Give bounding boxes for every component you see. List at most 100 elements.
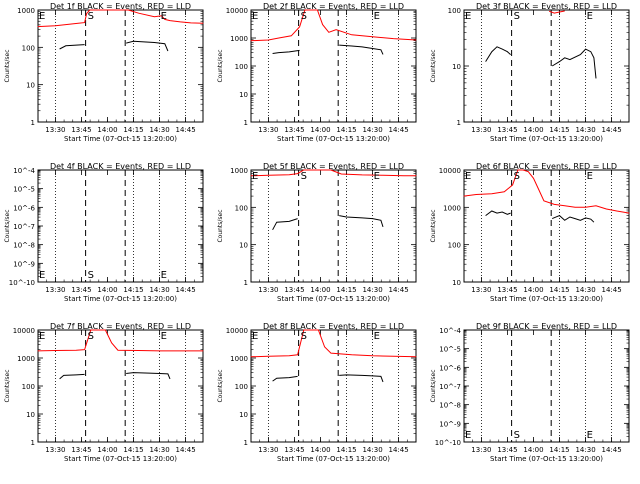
- x-tick-label: 14:00: [310, 446, 330, 454]
- marker-s: S: [88, 270, 94, 281]
- x-tick-label: 14:30: [149, 126, 169, 134]
- series-events-line: [552, 215, 595, 223]
- panel-det-8: Det 8f BLACK = Events, RED = LLD 1 10 100 10…: [217, 322, 417, 463]
- series-events-line: [272, 218, 298, 231]
- y-tick-label: 100: [448, 242, 461, 250]
- marker-e-left: E: [252, 171, 258, 182]
- marker-e-left: E: [39, 11, 45, 22]
- y-tick-label: 10: [239, 91, 248, 99]
- y-tick-label: 10: [26, 411, 35, 419]
- y-tick-label: 1000: [230, 35, 248, 43]
- y-tick-label: 1: [31, 119, 35, 127]
- x-tick-label: 14:15: [123, 446, 143, 454]
- y-tick-label: 100: [22, 383, 35, 391]
- x-axis-label: Start Time (07-Oct-15 13:20:00): [64, 295, 177, 303]
- y-tick-label: 10^-6: [439, 364, 461, 372]
- y-tick-label: 1: [31, 439, 35, 447]
- y-tick-label: 1: [244, 279, 248, 287]
- x-tick-label: 14:45: [389, 126, 409, 134]
- series-lld-line: [250, 329, 417, 358]
- x-tick-label: 13:30: [258, 446, 278, 454]
- x-axis-label: Start Time (07-Oct-15 13:20:00): [64, 455, 177, 463]
- series-events-line: [339, 374, 384, 383]
- x-tick-label: 14:45: [176, 446, 196, 454]
- series-lld-line: [37, 9, 204, 28]
- x-tick-label: 14:45: [389, 446, 409, 454]
- y-tick-label: 1: [244, 439, 248, 447]
- plot-frame: [37, 9, 204, 123]
- series-events-line: [126, 372, 171, 380]
- series-events-line: [59, 373, 85, 380]
- x-axis-label: Start Time (07-Oct-15 13:20:00): [64, 135, 177, 143]
- marker-s: S: [514, 11, 520, 22]
- series-events-line: [485, 210, 511, 217]
- x-tick-label: 13:45: [71, 126, 91, 134]
- panel-title: Det 3f BLACK = Events, RED = LLD: [476, 2, 617, 11]
- x-tick-label: 13:30: [45, 126, 65, 134]
- series-lld-line: [548, 10, 565, 14]
- y-axis-label: Counts/sec: [430, 49, 437, 82]
- series-events-line: [272, 375, 298, 382]
- x-tick-label: 13:45: [284, 446, 304, 454]
- x-tick-label: 14:15: [549, 126, 569, 134]
- x-tick-label: 14:30: [575, 446, 595, 454]
- y-tick-label: 10^-8: [13, 242, 35, 250]
- y-axis-label: Counts/sec: [217, 209, 224, 242]
- x-tick-label: 13:45: [284, 126, 304, 134]
- marker-e-left: E: [39, 331, 45, 342]
- panel-det-1: Det 1f BLACK = Events, RED = LLD 1 10 100 10…: [4, 2, 204, 143]
- x-tick-label: 14:00: [97, 126, 117, 134]
- x-tick-label: 14:15: [336, 446, 356, 454]
- panel-det-2: Det 2f BLACK = Events, RED = LLD 1 10 100 10…: [217, 2, 417, 143]
- x-tick-label: 13:45: [497, 126, 517, 134]
- x-tick-label: 13:45: [497, 286, 517, 294]
- series-events-line: [551, 48, 597, 79]
- plot-frame: [250, 169, 417, 283]
- x-tick-label: 14:30: [575, 286, 595, 294]
- panel-title: Det 5f BLACK = Events, RED = LLD: [263, 162, 404, 171]
- series-lld-line: [250, 9, 417, 42]
- y-axis-label: Counts/sec: [4, 209, 11, 242]
- x-tick-label: 14:45: [602, 286, 622, 294]
- x-tick-label: 14:15: [123, 286, 143, 294]
- panel-title: Det 7f BLACK = Events, RED = LLD: [50, 322, 191, 331]
- marker-e-left: E: [252, 11, 258, 22]
- x-tick-label: 14:00: [523, 286, 543, 294]
- y-axis-label: Counts/sec: [430, 369, 437, 402]
- x-tick-label: 13:30: [258, 286, 278, 294]
- x-tick-label: 14:30: [362, 126, 382, 134]
- y-tick-label: 1000: [443, 204, 461, 212]
- plot-frame: [463, 9, 630, 123]
- x-tick-label: 14:15: [336, 126, 356, 134]
- y-tick-label: 100: [235, 63, 248, 71]
- x-tick-label: 14:45: [176, 286, 196, 294]
- y-tick-label: 10: [239, 242, 248, 250]
- series-lld-line: [250, 169, 417, 177]
- marker-e-right: E: [161, 11, 167, 22]
- x-tick-label: 14:00: [310, 286, 330, 294]
- marker-s: S: [301, 11, 307, 22]
- marker-e-right: E: [161, 270, 167, 281]
- plot-frame: [463, 329, 630, 443]
- x-tick-label: 14:30: [149, 286, 169, 294]
- x-tick-label: 14:00: [523, 446, 543, 454]
- marker-e-right: E: [161, 331, 167, 342]
- x-tick-label: 14:00: [97, 446, 117, 454]
- marker-e-right: E: [587, 11, 593, 22]
- y-tick-label: 100: [22, 44, 35, 52]
- marker-s: S: [514, 171, 520, 182]
- y-tick-label: 10: [452, 279, 461, 287]
- y-tick-label: 1: [244, 119, 248, 127]
- marker-s: S: [88, 331, 94, 342]
- y-tick-label: 10000: [439, 167, 461, 175]
- x-tick-label: 14:30: [362, 286, 382, 294]
- x-tick-label: 13:45: [497, 446, 517, 454]
- x-tick-label: 14:15: [549, 286, 569, 294]
- x-tick-label: 14:00: [523, 126, 543, 134]
- y-tick-label: 10000: [226, 327, 248, 335]
- x-tick-label: 14:45: [602, 126, 622, 134]
- y-tick-label: 10000: [226, 7, 248, 15]
- panel-title: Det 2f BLACK = Events, RED = LLD: [263, 2, 404, 11]
- x-tick-label: 14:15: [336, 286, 356, 294]
